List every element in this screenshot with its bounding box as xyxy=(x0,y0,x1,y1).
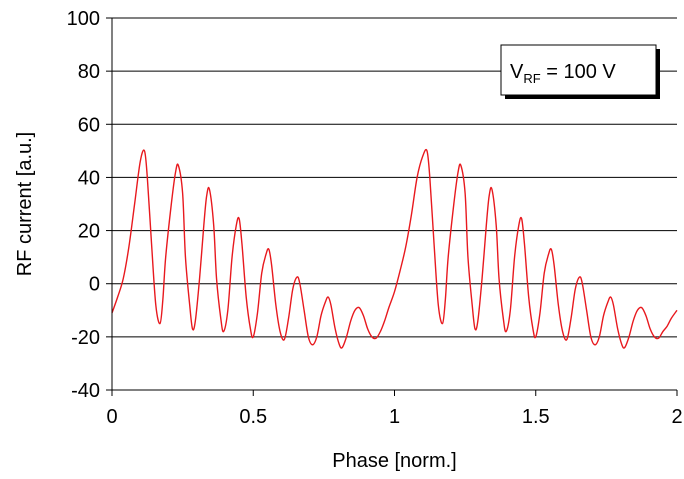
annotation-box xyxy=(500,44,657,96)
annotation-rest: = 100 V xyxy=(541,61,617,83)
y-tick-label: 40 xyxy=(78,167,100,189)
voltage-annotation: VRF = 100 V xyxy=(500,44,660,99)
annotation-main: V xyxy=(510,61,524,83)
y-tick-label: -20 xyxy=(71,327,100,349)
y-tick-label: 20 xyxy=(78,221,100,243)
y-tick-label: 60 xyxy=(78,114,100,136)
y-tick-label: 80 xyxy=(78,61,100,83)
annotation-subscript: RF xyxy=(523,71,540,86)
x-tick-label: 0.5 xyxy=(239,406,267,428)
y-tick-label: 0 xyxy=(89,274,100,296)
tick-labels: -40 -20 0 20 40 60 80 100 0 0.5 1 1.5 2 xyxy=(67,8,683,428)
gridlines xyxy=(112,17,677,338)
x-tick-label: 1 xyxy=(389,406,400,428)
series-line-0 xyxy=(111,148,678,349)
y-tick-label: 100 xyxy=(67,8,100,30)
x-tick-label: 2 xyxy=(671,406,682,428)
y-tick-label: -40 xyxy=(71,380,100,402)
x-tick-label: 0 xyxy=(106,406,117,428)
series-layer xyxy=(111,148,678,349)
annotation-text: VRF = 100 V xyxy=(510,61,616,86)
x-tick-label: 1.5 xyxy=(522,406,550,428)
x-axis-label: Phase [norm.] xyxy=(332,450,457,472)
axes xyxy=(106,17,678,396)
y-axis-label: RF current [a.u.] xyxy=(14,132,36,277)
